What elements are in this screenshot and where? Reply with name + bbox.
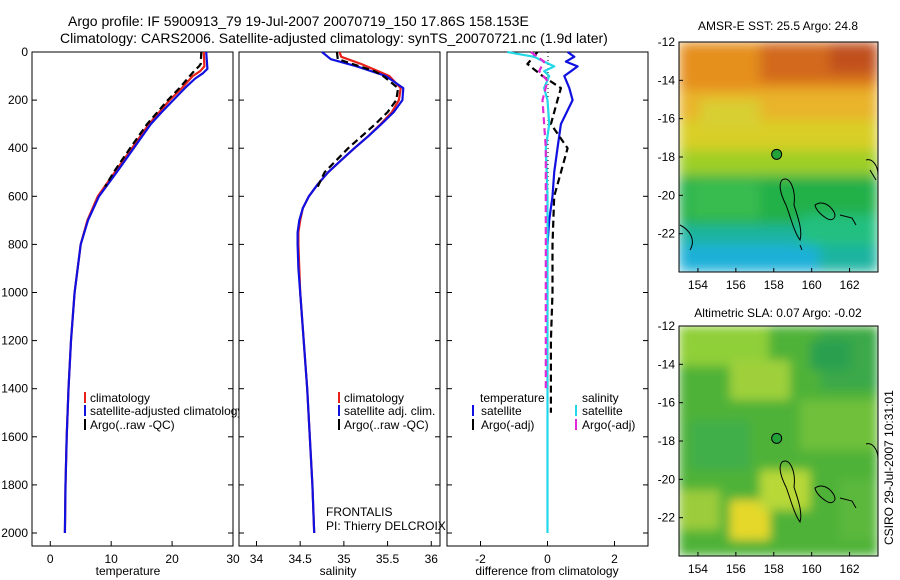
y-tick-label: 1800 (1, 478, 28, 492)
map-x-tick-label: 160 (802, 562, 822, 576)
difference-xlabel: difference from climatology (475, 564, 618, 578)
map-y-tick-label: -12 (658, 319, 676, 333)
x-tick-label: 36 (425, 552, 439, 566)
map-y-tick-label: -20 (658, 472, 676, 486)
x-tick-label: 35 (337, 552, 351, 566)
salinity-axes-frame (238, 51, 441, 547)
y-tick-label: 1000 (1, 286, 28, 300)
series-line-satellite-adjusted-climatology (63, 51, 209, 534)
map-y-tick-label: -14 (658, 357, 676, 371)
difference-panel: -2 0 2 difference from climatology tempera… (446, 50, 649, 578)
x-tick-label: 10 (105, 552, 119, 566)
x-tick-label: 34.5 (288, 552, 312, 566)
y-tick-label: 600 (8, 189, 28, 203)
series-line-temperature-satellite (546, 51, 579, 245)
x-tick-label: 30 (226, 552, 240, 566)
difference-legend: temperature salinity satellite Argo(-adj… (472, 391, 635, 432)
sla-reef-outline (814, 485, 857, 509)
sst-map-title: AMSR-E SST: 25.5 Argo: 24.8 (698, 19, 858, 33)
temperature-legend: climatology satellite-adjusted climatolo… (84, 391, 243, 432)
y-tick-label: 400 (8, 141, 28, 155)
x-tick-label: 2 (611, 552, 618, 566)
temperature-panel: 0 10 20 30 0 200 400 600 800 1000 1200 1400 1600 1800… (1, 45, 243, 578)
map-x-tick-label: 156 (726, 562, 746, 576)
y-tick-label: 1400 (1, 382, 28, 396)
sst-reef-outline (814, 202, 857, 226)
map-x-tick-label: 162 (840, 278, 860, 292)
sst-island-outline (779, 178, 802, 242)
legend-header-temperature: temperature (480, 391, 545, 405)
salinity-legend: climatology satellite adj. clim. Argo(..… (338, 391, 435, 432)
side-timestamp: CSIRO 29-Jul-2007 10:31:01 (882, 390, 896, 545)
pi-label: PI: Thierry DELCROIX (326, 519, 446, 533)
sst-map-panel: AMSR-E SST: 25.5 Argo: 24.8 154 156 158 16 (658, 19, 879, 292)
legend-label-climatology: climatology (90, 391, 150, 405)
series-line-argo-raw-qc- (104, 51, 203, 188)
legend-label-argo: Argo(..raw -QC) (90, 418, 175, 432)
map-y-tick-label: -22 (658, 227, 676, 241)
map-x-tick-label: 160 (802, 278, 822, 292)
sst-coast-outline-west (679, 224, 803, 251)
map-x-tick-label: 154 (688, 562, 708, 576)
map-x-tick-label: 158 (764, 562, 784, 576)
y-tick-label: 0 (21, 45, 28, 59)
x-tick-label: 0 (544, 552, 551, 566)
y-tick-label: 800 (8, 237, 28, 251)
legend-label-argo: Argo(..raw -QC) (344, 418, 429, 432)
legend-label-sal-argo: Argo(-adj) (582, 418, 635, 432)
x-tick-label: 34 (250, 552, 264, 566)
map-y-tick-label: -16 (658, 112, 676, 126)
x-tick-label: -2 (475, 552, 486, 566)
y-tick-label: 1200 (1, 334, 28, 348)
legend-label-satellite: satellite-adjusted climatology (90, 404, 243, 418)
temperature-axes-frame (31, 51, 234, 547)
project-label: FRONTALIS (326, 505, 392, 519)
map-x-tick-label: 162 (840, 562, 860, 576)
sst-coast-outline (865, 159, 879, 181)
sla-map-panel: Altimetric SLA: 0.07 Argo: -0.02 154 156 1… (658, 306, 879, 576)
map-y-tick-label: -20 (658, 188, 676, 202)
sla-island-outline (779, 460, 802, 524)
legend-label-temp-satellite: satellite (481, 404, 522, 418)
map-y-tick-label: -18 (658, 150, 676, 164)
float-position-marker (771, 432, 783, 444)
x-tick-label: 0 (47, 552, 54, 566)
sla-map-title: Altimetric SLA: 0.07 Argo: -0.02 (694, 306, 862, 320)
float-position-marker (771, 148, 783, 160)
map-y-tick-label: -18 (658, 434, 676, 448)
legend-label-satellite: satellite adj. clim. (344, 404, 435, 418)
temperature-xlabel: temperature (96, 564, 161, 578)
x-tick-label: 35.5 (376, 552, 400, 566)
map-x-tick-label: 156 (726, 278, 746, 292)
legend-label-climatology: climatology (344, 391, 404, 405)
map-y-tick-label: -14 (658, 73, 676, 87)
x-tick-label: 20 (165, 552, 179, 566)
map-x-tick-label: 154 (688, 278, 708, 292)
series-line-salinity-satellite (507, 50, 556, 533)
y-tick-label: 1600 (1, 430, 28, 444)
map-y-tick-label: -22 (658, 511, 676, 525)
salinity-xlabel: salinity (320, 564, 357, 578)
map-y-tick-label: -16 (658, 396, 676, 410)
sla-coast-outline (865, 443, 879, 460)
y-tick-label: 2000 (1, 526, 28, 540)
legend-header-salinity: salinity (582, 391, 619, 405)
figure-title-line2: Climatology: CARS2006. Satellite-adjuste… (60, 30, 608, 46)
legend-label-temp-argo: Argo(-adj) (481, 418, 534, 432)
series-line-salinity-argo-adj- (530, 51, 549, 389)
legend-label-sal-satellite: satellite (582, 404, 623, 418)
salinity-panel: 34 34.5 35 35.5 36 salinity climatology sate… (238, 51, 446, 578)
map-y-tick-label: -12 (658, 35, 676, 49)
map-x-tick-label: 158 (764, 278, 784, 292)
figure-title-line1: Argo profile: IF 5900913_79 19-Jul-2007 … (68, 13, 529, 29)
y-tick-label: 200 (8, 93, 28, 107)
series-line-argo-raw-qc- (316, 51, 400, 188)
